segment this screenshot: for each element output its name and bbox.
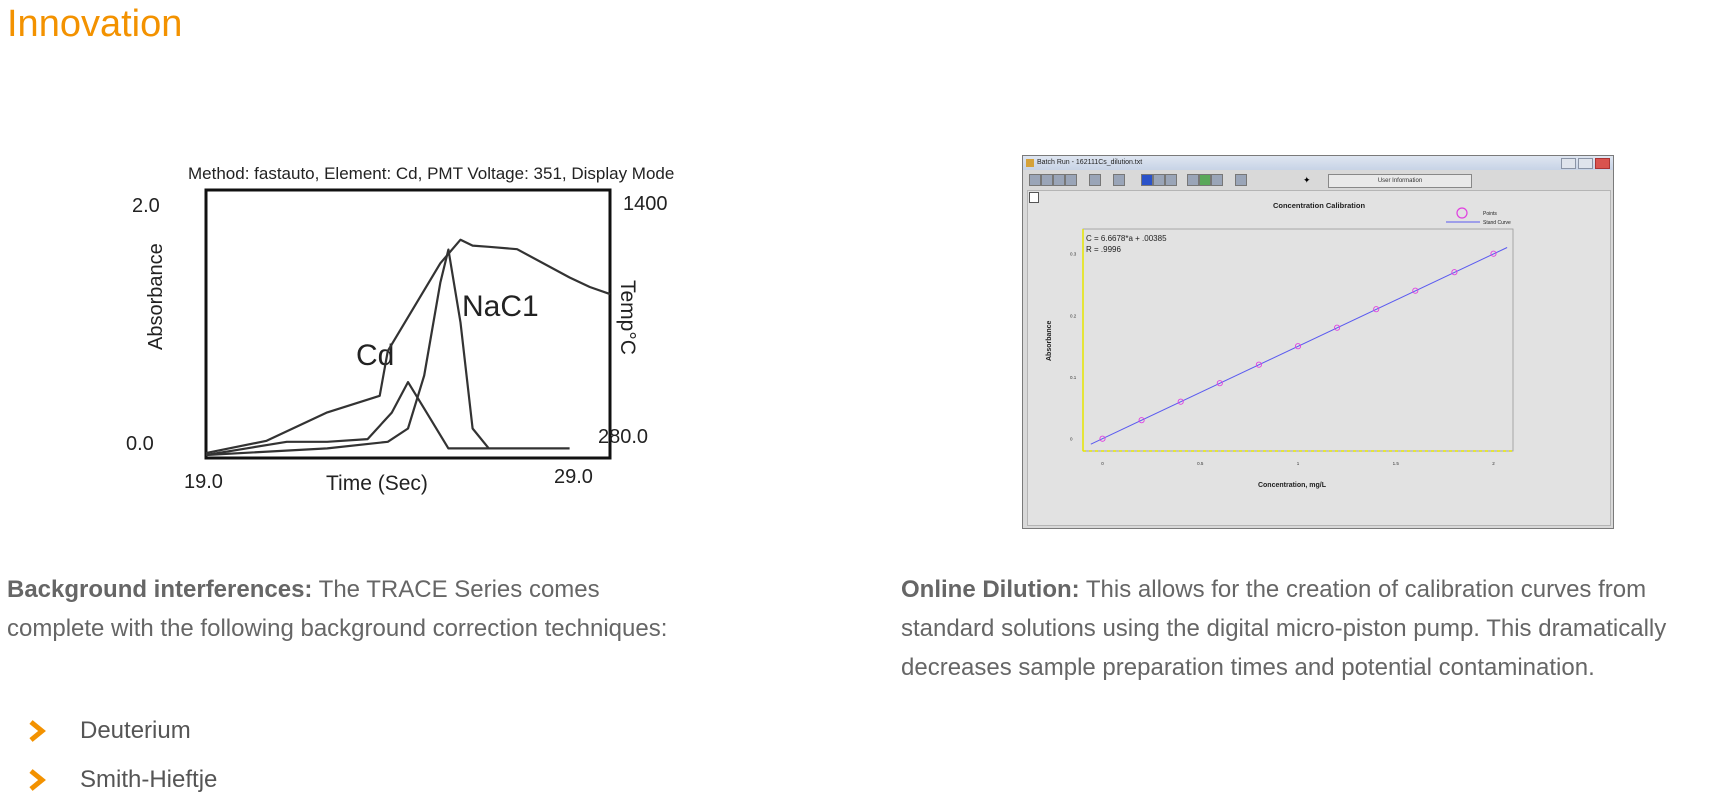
peak-label-nacl: NaC1 [462, 290, 539, 323]
stop-icon[interactable] [1165, 174, 1177, 186]
calibration-x-tick-label: 0 [1101, 461, 1104, 466]
equation-line-1: C = 6.6678*a + .00385 [1086, 234, 1167, 243]
online-dilution-heading: Online Dilution: [901, 576, 1080, 603]
legend-curve-label: Stand Curve [1483, 220, 1511, 226]
calibration-point [1294, 343, 1302, 350]
standard-curve-line [1090, 247, 1508, 445]
y-right-tick-bottom: 280.0 [598, 426, 648, 448]
calibration-y-label: Absorbance [1046, 320, 1053, 361]
calibration-point [1334, 324, 1341, 331]
print-icon[interactable] [1187, 174, 1199, 186]
calibration-software-screenshot: Batch Run - 162111Cs_dilution.txt ✦ User… [1022, 155, 1614, 529]
calibration-x-tick-label: 1 [1297, 461, 1300, 466]
chart-header: Method: fastauto, Element: Cd, PMT Volta… [188, 164, 674, 183]
chevron-right-icon [29, 768, 46, 791]
user-information-button[interactable]: User Information [1328, 174, 1472, 188]
background-interferences-heading: Background interferences: [7, 576, 313, 603]
report-icon[interactable] [1235, 174, 1247, 186]
calibration-point [1138, 417, 1145, 424]
window-toolbar: ✦ User Information [1023, 172, 1613, 188]
y-right-axis-label: Temp°C [616, 280, 639, 355]
calibration-y-tick-label: 0.1 [1070, 375, 1077, 380]
y-left-tick-top: 2.0 [132, 195, 160, 217]
calibration-plot-area: Concentration Calibration C = 6.6678*a +… [1027, 190, 1611, 526]
calibration-x-label: Concentration, mg/L [1258, 482, 1327, 489]
calibration-point [1373, 306, 1380, 313]
pause-icon[interactable] [1153, 174, 1165, 186]
series-line-nac1 [205, 248, 570, 457]
calibration-x-tick-label: 2 [1492, 461, 1495, 466]
absorbance-series-group [205, 238, 611, 457]
list-item-label: Deuterium [80, 716, 191, 744]
close-icon[interactable] [1595, 158, 1610, 169]
series-line-temp-c [205, 238, 611, 455]
calibration-point [1490, 250, 1497, 257]
background-interferences-body: The TRACE Series comes complete with the… [7, 576, 668, 642]
arrow-icon[interactable]: ✦ [1303, 175, 1311, 185]
calibration-title: Concentration Calibration [1273, 201, 1366, 210]
online-dilution-body: This allows for the creation of calibrat… [901, 576, 1667, 681]
calibration-point [1216, 380, 1223, 387]
calibration-y-tick-label: 0 [1070, 437, 1073, 442]
calibration-ticks-group: 0.3 0.2 0.1 0 0 0.5 1 1.5 2 [1070, 252, 1495, 466]
background-interferences-paragraph: Background interferences: The TRACE Seri… [7, 570, 687, 648]
calibration-point [1451, 269, 1458, 276]
window-title: Batch Run - 162111Cs_dilution.txt [1037, 159, 1143, 166]
chart-icon[interactable] [1199, 174, 1211, 186]
list-item: Smith-Hieftje [20, 755, 217, 804]
x-tick-left: 19.0 [184, 471, 223, 493]
legend-points-label: Points [1483, 211, 1497, 217]
minimize-icon[interactable] [1561, 158, 1576, 169]
list-item-label: Smith-Hieftje [80, 765, 218, 793]
play-icon[interactable] [1141, 174, 1153, 186]
window-titlebar: Batch Run - 162111Cs_dilution.txt [1023, 156, 1613, 170]
calibration-chart-svg: Concentration Calibration C = 6.6678*a +… [1046, 201, 1514, 489]
new-icon[interactable] [1029, 174, 1041, 186]
calibration-point [1177, 398, 1184, 405]
y-left-axis-label: Absorbance [145, 243, 167, 350]
plot-frame [204, 188, 612, 460]
x-axis-label: Time (Sec) [326, 472, 428, 495]
absorbance-temperature-figure: Method: fastauto, Element: Cd, PMT Volta… [126, 150, 726, 530]
chevron-right-icon [29, 719, 46, 742]
calibration-point [1255, 361, 1262, 368]
equation-line-2: R = .9996 [1086, 245, 1121, 254]
peak-label-cd: Cd [356, 339, 394, 372]
calibration-x-tick-label: 0.5 [1197, 461, 1204, 466]
y-right-tick-top: 1400 [623, 193, 668, 215]
online-dilution-paragraph: Online Dilution: This allows for the cre… [901, 570, 1721, 687]
app-icon [1026, 159, 1034, 167]
y-left-tick-bottom: 0.0 [126, 433, 154, 455]
document-icon[interactable] [1029, 192, 1039, 203]
list-item: Deuterium [20, 706, 217, 755]
series-line-cd [205, 381, 489, 457]
calibration-point [1412, 287, 1419, 294]
calibration-y-tick-label: 0.2 [1070, 313, 1077, 318]
calibration-x-tick-label: 1.5 [1393, 461, 1400, 466]
x-tick-right: 29.0 [554, 466, 593, 488]
layout-icon[interactable] [1113, 174, 1125, 186]
calibration-point [1099, 435, 1106, 442]
view-icon[interactable] [1089, 174, 1101, 186]
calibration-series-group [1090, 247, 1508, 445]
save-icon[interactable] [1053, 174, 1065, 186]
batch-run-window: Batch Run - 162111Cs_dilution.txt ✦ User… [1022, 155, 1614, 529]
maximize-icon[interactable] [1578, 158, 1593, 169]
legend-points-marker [1456, 207, 1468, 219]
table-icon[interactable] [1211, 174, 1223, 186]
absorbance-chart-svg: Method: fastauto, Element: Cd, PMT Volta… [126, 164, 674, 495]
page-title: Innovation [7, 3, 183, 45]
open-icon[interactable] [1041, 174, 1053, 186]
correction-techniques-list: Deuterium Smith-Hieftje [20, 706, 217, 804]
edit-icon[interactable] [1065, 174, 1077, 186]
calibration-y-tick-label: 0.3 [1070, 252, 1077, 257]
